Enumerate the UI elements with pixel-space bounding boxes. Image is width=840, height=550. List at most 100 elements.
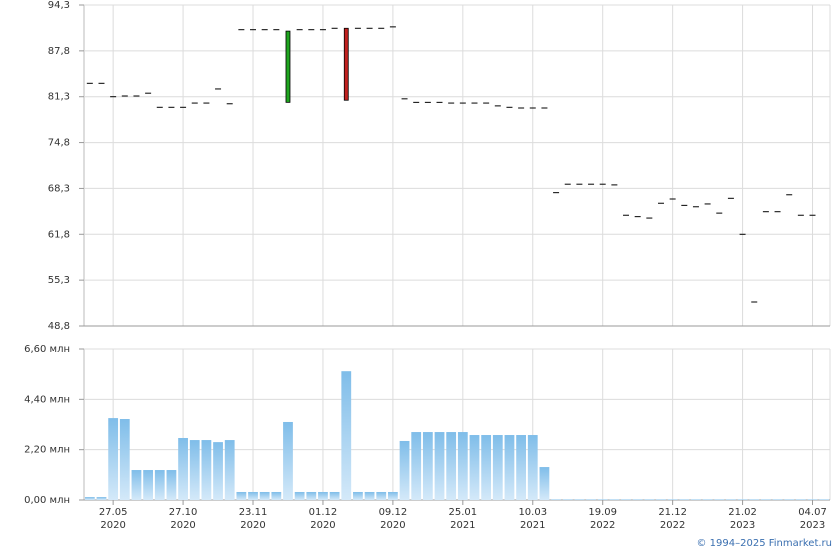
x-tick-label: 25.01 bbox=[449, 507, 478, 518]
volume-bar bbox=[749, 499, 760, 500]
volume-bar bbox=[411, 432, 422, 500]
volume-bar bbox=[772, 499, 783, 500]
volume-bar bbox=[294, 491, 305, 500]
volume-bar bbox=[84, 497, 95, 500]
volume-bar bbox=[481, 435, 492, 500]
volume-bar bbox=[341, 371, 352, 500]
x-tick-label: 19.09 bbox=[588, 507, 617, 518]
x-tick-label: 27.05 bbox=[99, 507, 128, 518]
volume-bar bbox=[457, 432, 468, 500]
volume-bar bbox=[807, 499, 818, 500]
x-tick-year: 2020 bbox=[380, 520, 405, 531]
y-tick-label: 74,8 bbox=[48, 138, 70, 149]
y-tick-label: 61,8 bbox=[48, 229, 70, 240]
volume-bar bbox=[679, 499, 690, 500]
y-tick-label: 48,8 bbox=[48, 321, 70, 332]
volume-bar bbox=[469, 435, 480, 500]
volume-bar bbox=[527, 435, 538, 500]
y-tick-label: 68,3 bbox=[48, 183, 70, 194]
volume-bar bbox=[819, 499, 830, 500]
volume-bar bbox=[795, 499, 806, 500]
volume-bar bbox=[632, 499, 643, 500]
volume-bar bbox=[271, 491, 282, 500]
volume-bar bbox=[644, 499, 655, 500]
volume-bar bbox=[691, 499, 701, 500]
volume-bar bbox=[131, 470, 142, 500]
x-tick-label: 27.10 bbox=[169, 507, 198, 518]
volume-bar bbox=[399, 440, 410, 500]
volume-bar bbox=[224, 440, 235, 500]
volume-bar bbox=[656, 499, 666, 500]
volume-bar bbox=[119, 419, 130, 500]
volume-bar bbox=[387, 491, 398, 500]
volume-bar bbox=[726, 499, 736, 500]
volume-bar bbox=[306, 491, 317, 500]
y-tick-label: 4,40 млн bbox=[24, 394, 70, 405]
y-tick-label: 87,8 bbox=[48, 46, 70, 57]
x-tick-year: 2020 bbox=[240, 520, 265, 531]
volume-bar bbox=[422, 432, 433, 500]
volume-bar bbox=[492, 435, 503, 500]
volume-bar bbox=[597, 499, 608, 500]
volume-bar bbox=[108, 418, 119, 500]
x-tick-label: 10.03 bbox=[518, 507, 547, 518]
volume-bar bbox=[551, 499, 561, 500]
x-tick-label: 23.11 bbox=[239, 507, 268, 518]
x-tick-label: 09.12 bbox=[379, 507, 408, 518]
y-tick-label: 2,20 млн bbox=[24, 445, 70, 456]
volume-bar bbox=[667, 499, 678, 500]
volume-bar bbox=[154, 470, 165, 500]
volume-bar bbox=[621, 499, 631, 500]
volume-bar bbox=[434, 432, 445, 500]
x-tick-year: 2021 bbox=[520, 520, 545, 531]
x-tick-year: 2020 bbox=[310, 520, 335, 531]
x-tick-year: 2021 bbox=[450, 520, 475, 531]
volume-bar bbox=[189, 440, 200, 500]
volume-bar bbox=[562, 499, 573, 500]
volume-bar bbox=[259, 491, 270, 500]
y-tick-label: 0,00 млн bbox=[24, 495, 70, 506]
x-tick-year: 2023 bbox=[800, 520, 825, 531]
volume-bar bbox=[702, 499, 713, 500]
x-tick-label: 04.07 bbox=[798, 507, 827, 518]
volume-bar bbox=[714, 499, 725, 500]
volume-bar bbox=[609, 499, 620, 500]
volume-bar bbox=[318, 491, 328, 500]
volume-bar bbox=[364, 491, 375, 500]
volume-bar bbox=[376, 491, 387, 500]
volume-bar bbox=[248, 491, 258, 500]
volume-bar bbox=[329, 491, 340, 500]
candle bbox=[285, 30, 291, 103]
y-tick-label: 94,3 bbox=[48, 0, 70, 11]
volume-bar bbox=[784, 499, 795, 500]
volume-bar bbox=[539, 467, 550, 500]
volume-bar bbox=[760, 499, 771, 500]
x-tick-year: 2022 bbox=[590, 520, 615, 531]
x-tick-label: 01.12 bbox=[309, 507, 338, 518]
x-tick-year: 2020 bbox=[170, 520, 195, 531]
volume-bar bbox=[201, 440, 212, 500]
volume-bar bbox=[166, 470, 177, 500]
volume-bar bbox=[574, 499, 585, 500]
candle bbox=[343, 27, 349, 101]
volume-bar bbox=[737, 499, 748, 500]
x-tick-year: 2023 bbox=[730, 520, 755, 531]
volume-bar bbox=[516, 435, 527, 500]
volume-bar bbox=[213, 442, 223, 500]
volume-bar bbox=[143, 470, 154, 500]
x-tick-label: 21.02 bbox=[728, 507, 757, 518]
volume-bar bbox=[236, 491, 247, 500]
y-tick-label: 81,3 bbox=[48, 92, 70, 103]
volume-bar bbox=[446, 432, 457, 500]
y-tick-label: 55,3 bbox=[48, 275, 70, 286]
x-tick-year: 2022 bbox=[660, 520, 685, 531]
volume-bar bbox=[586, 499, 596, 500]
volume-bar bbox=[96, 497, 107, 500]
volume-bar bbox=[504, 435, 515, 500]
x-tick-label: 21.12 bbox=[658, 507, 687, 518]
y-tick-label: 6,60 млн bbox=[24, 344, 70, 355]
volume-bar bbox=[283, 421, 293, 500]
copyright[interactable]: © 1994–2025 Finmarket.ru bbox=[696, 538, 832, 549]
x-tick-year: 2020 bbox=[100, 520, 125, 531]
